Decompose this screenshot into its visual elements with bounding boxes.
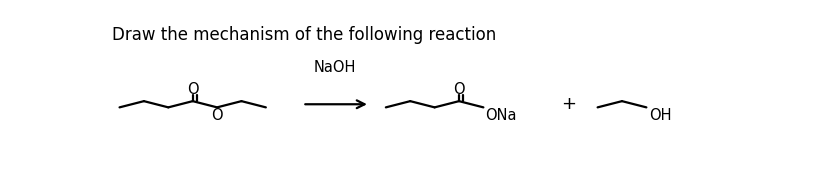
Text: OH: OH: [648, 108, 671, 123]
Text: +: +: [561, 95, 576, 113]
Text: ONa: ONa: [485, 108, 516, 123]
Text: O: O: [187, 82, 198, 97]
Text: O: O: [211, 108, 222, 123]
Text: NaOH: NaOH: [313, 60, 356, 75]
Text: Draw the mechanism of the following reaction: Draw the mechanism of the following reac…: [112, 26, 495, 44]
Text: O: O: [452, 82, 464, 97]
